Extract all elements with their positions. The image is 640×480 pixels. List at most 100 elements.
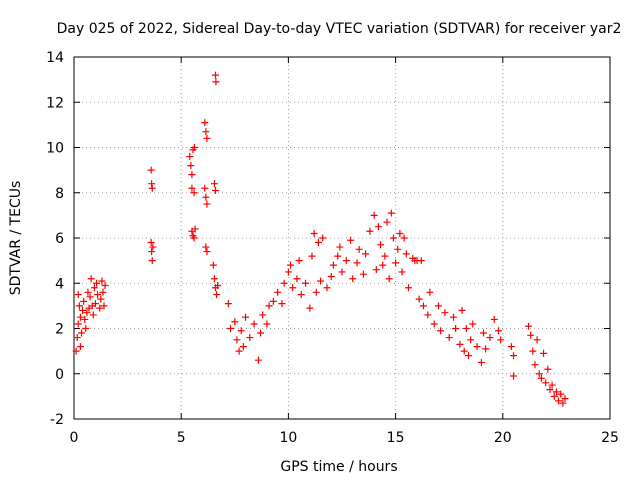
data-point	[359, 270, 367, 278]
data-point	[349, 275, 357, 283]
data-point	[404, 284, 412, 292]
y-tick-label: 2	[55, 322, 64, 338]
data-point	[148, 248, 156, 256]
data-point	[82, 325, 90, 332]
y-tick-label: 4	[55, 276, 64, 292]
data-point	[469, 320, 477, 328]
data-point	[329, 261, 337, 269]
data-point	[561, 395, 569, 403]
data-point	[510, 372, 518, 380]
data-point	[366, 227, 374, 235]
data-point	[456, 340, 464, 348]
data-point	[269, 297, 277, 305]
data-point	[289, 284, 297, 292]
data-point	[460, 347, 468, 355]
data-point	[99, 288, 107, 296]
data-point	[525, 322, 533, 330]
data-point	[98, 277, 106, 285]
data-point	[87, 275, 95, 283]
data-point	[94, 291, 102, 299]
data-point	[97, 295, 105, 303]
y-tick-label: 12	[46, 95, 64, 111]
data-point	[274, 288, 282, 296]
data-point	[265, 302, 273, 310]
data-point	[480, 329, 488, 337]
data-point	[210, 275, 218, 283]
data-point	[78, 329, 86, 337]
data-point	[278, 300, 286, 308]
data-point	[464, 352, 472, 360]
data-point	[327, 272, 335, 280]
data-point	[74, 320, 82, 328]
data-point	[310, 229, 318, 237]
data-point	[497, 336, 505, 344]
data-point	[280, 279, 288, 287]
y-tick-label: 10	[46, 141, 64, 157]
data-point	[188, 184, 196, 192]
data-point	[231, 318, 239, 326]
data-point	[392, 259, 400, 267]
data-point	[531, 361, 539, 369]
data-point	[83, 309, 91, 317]
data-point	[250, 320, 258, 328]
data-point	[246, 334, 254, 342]
data-point	[91, 300, 99, 308]
data-point	[529, 347, 537, 355]
data-point	[533, 336, 541, 344]
data-point	[284, 268, 292, 276]
data-point	[101, 282, 109, 290]
x-tick-label: 5	[177, 430, 186, 446]
data-point	[297, 291, 305, 299]
data-point	[402, 250, 410, 258]
data-point	[254, 356, 262, 364]
data-point	[312, 288, 320, 296]
data-point	[201, 119, 209, 127]
data-point	[84, 288, 92, 296]
data-point	[379, 261, 387, 269]
data-point	[389, 234, 397, 242]
data-point	[203, 134, 211, 142]
data-point	[188, 171, 196, 179]
data-point	[259, 311, 267, 319]
data-point	[293, 275, 301, 283]
data-point	[424, 311, 432, 319]
data-point	[89, 311, 97, 319]
y-axis-label: SDTVAR / TECUs	[8, 181, 24, 296]
data-point	[203, 200, 211, 208]
x-tick-label: 20	[494, 430, 512, 446]
data-point	[419, 302, 427, 310]
data-point	[72, 347, 80, 355]
data-point	[555, 397, 563, 405]
data-point	[342, 257, 350, 265]
data-point	[74, 291, 82, 299]
data-point	[202, 243, 210, 251]
data-point	[495, 327, 503, 335]
data-point	[86, 293, 94, 301]
data-point	[212, 71, 220, 79]
data-point	[76, 343, 84, 351]
data-point	[148, 257, 156, 265]
data-point	[537, 374, 545, 382]
data-point	[201, 184, 209, 192]
data-point	[81, 315, 89, 323]
data-point	[387, 209, 395, 217]
data-point	[233, 336, 241, 344]
data-point	[334, 252, 342, 260]
data-point	[458, 306, 466, 314]
data-point	[148, 184, 156, 192]
data-point	[452, 325, 460, 332]
data-point	[394, 245, 402, 253]
data-point	[191, 225, 199, 233]
data-markers	[72, 71, 569, 407]
data-point	[398, 268, 406, 276]
data-point	[441, 309, 449, 317]
data-point	[490, 315, 498, 323]
data-point	[552, 388, 560, 396]
data-point	[190, 144, 198, 151]
data-point	[100, 302, 108, 310]
data-point	[548, 381, 556, 389]
data-point	[203, 248, 211, 256]
chart-title: Day 025 of 2022, Sidereal Day-to-day VTE…	[57, 21, 622, 37]
data-point	[224, 300, 232, 308]
x-tick-label: 10	[279, 430, 297, 446]
